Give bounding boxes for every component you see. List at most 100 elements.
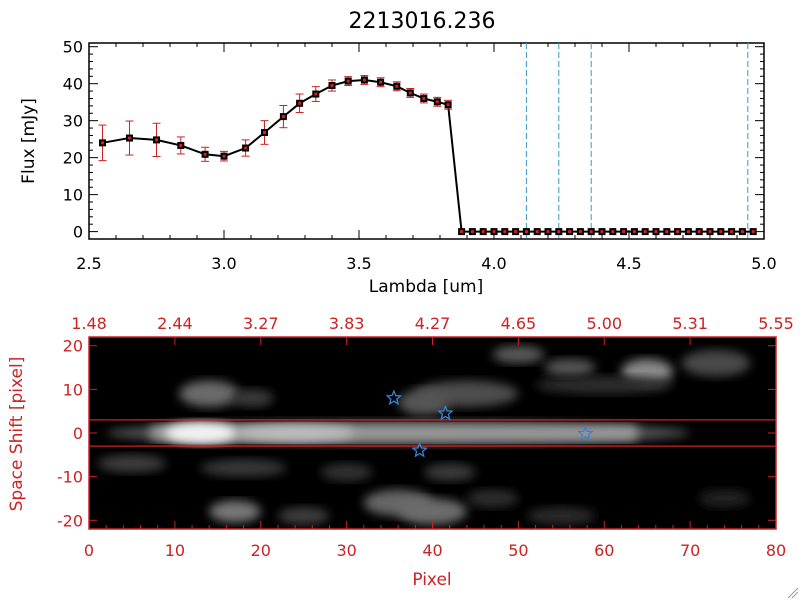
spectrum-data-point-center — [503, 230, 507, 234]
heatmap-trace-peak — [164, 422, 237, 444]
spectrum-data-point-center — [632, 230, 636, 234]
heatmap-ytick-label: -20 — [57, 511, 83, 530]
heatmap-xtick-label: 70 — [680, 541, 700, 560]
spectrum-data-point-center — [589, 230, 593, 234]
heatmap-star-marker — [437, 404, 454, 421]
spectrum-data-point-center — [128, 136, 131, 140]
heatmap-xtick-label: 40 — [422, 541, 442, 560]
spectrum-xlabel: Lambda [um] — [369, 277, 483, 297]
spectrum-data-point-center — [179, 143, 183, 147]
spectrum-data-point-center — [719, 230, 723, 234]
spectrum-data-point-center — [622, 230, 626, 234]
heatmap-hline-group — [89, 419, 776, 447]
spectrum-ytick-label: 20 — [63, 149, 83, 168]
spectrum-data-point-center — [740, 230, 744, 234]
heatmap-intensity-blob — [97, 454, 167, 473]
heatmap-ytick-label: -10 — [57, 468, 83, 487]
heatmap-xtick-label: 30 — [336, 541, 356, 560]
spectrum-data-point-center — [676, 230, 680, 234]
spectrum-data-point-center — [101, 141, 104, 145]
heatmap-intensity-group — [97, 345, 751, 525]
heatmap-top-tick-label: 3.83 — [329, 314, 365, 333]
spectrum-data-point-center — [470, 230, 474, 234]
spectrum-ylabel: Flux [mJy] — [19, 98, 39, 184]
heatmap-xtick-label: 10 — [165, 541, 185, 560]
spectrum-data-point-center — [654, 230, 658, 234]
spectrum-vline-group — [525, 43, 749, 239]
spectrum-data-point-center — [362, 78, 366, 82]
spectrum-data-point-center — [665, 230, 669, 234]
heatmap-star-marker — [411, 441, 428, 458]
heatmap-star-marker — [385, 389, 403, 406]
spectrum-xtick-label: 2.5 — [76, 254, 101, 273]
spectrum-data-point-center — [298, 101, 302, 105]
heatmap-intensity-blob — [398, 389, 450, 416]
resize-grip[interactable] — [787, 587, 799, 599]
spectrum-data-point-center — [203, 152, 207, 156]
spectrum-ytick-label: 10 — [63, 186, 83, 205]
heatmap-top-tick-label: 1.48 — [71, 314, 107, 333]
heatmap-intensity-blob — [698, 489, 751, 508]
spectrum-xtick-label: 3.0 — [211, 254, 236, 273]
spectrum-data-point-center — [546, 230, 550, 234]
spectrum-xtick-label: 4.5 — [616, 254, 641, 273]
spectrum-data-point-center — [460, 230, 464, 234]
heatmap-xlabel: Pixel — [412, 570, 451, 590]
heatmap-intensity-blob — [230, 389, 274, 407]
spectrum-data-point-center — [514, 230, 518, 234]
heatmap-ylabel: Space Shift [pixel] — [7, 357, 27, 512]
heatmap-ticks-group: 0 10 20 30 40 50 60 70 80 20 10 0 -10 -20 1.48 2.44 3.27… — [57, 314, 794, 560]
spectrum-data-point-center — [611, 230, 615, 234]
spectrum-data-point-center — [730, 230, 734, 234]
heatmap-intensity-blob — [466, 489, 519, 508]
heatmap-intensity-blob — [179, 380, 240, 407]
heatmap-intensity-blob — [492, 345, 545, 364]
spectrum-ytick-label: 0 — [73, 223, 83, 242]
spectrum-data-point-center — [330, 84, 334, 88]
heatmap-intensity-blob — [320, 463, 373, 482]
heatmap-ytick-label: 10 — [63, 380, 83, 399]
spectrum-data-point-center — [578, 230, 582, 234]
spectrum-data-group — [98, 75, 757, 236]
heatmap-intensity-blob — [526, 507, 596, 525]
spectrum-data-point-center — [535, 230, 539, 234]
heatmap-intensity-blob — [544, 358, 596, 377]
heatmap-top-tick-label: 5.31 — [672, 314, 708, 333]
heatmap-ytick-label: 0 — [73, 424, 83, 443]
spectrum-ytick-label: 50 — [63, 38, 83, 57]
spectrum-data-point-center — [481, 230, 485, 234]
heatmap-intensity-blob — [277, 507, 330, 525]
heatmap-trace-mid — [235, 425, 356, 441]
heatmap-intensity-blob — [209, 500, 261, 523]
spectrum-data-point-center — [492, 230, 496, 234]
spectrum-data-point-center — [244, 146, 248, 150]
spectrum-data-point-center — [314, 92, 318, 96]
spectrum-data-point-center — [600, 230, 604, 234]
heatmap-top-tick-label: 5.55 — [758, 314, 794, 333]
heatmap-star-group — [385, 389, 594, 458]
spectrum-data-point-center — [708, 230, 712, 234]
spectrum-data-point-center — [281, 115, 285, 119]
spectrum-data-point-center — [568, 230, 572, 234]
spectrum-data-point-center — [379, 80, 383, 84]
heatmap-ytick-label: 20 — [63, 337, 83, 356]
spectrum-ytick-label: 30 — [63, 112, 83, 131]
heatmap-xtick-label: 50 — [508, 541, 528, 560]
spectrum-data-point-center — [263, 130, 266, 134]
spectrum-plot-frame — [88, 42, 765, 240]
heatmap-star-marker — [577, 425, 594, 441]
heatmap-top-tick-label: 2.44 — [157, 314, 193, 333]
spectrum-data-point-center — [346, 79, 350, 83]
spectrum-title: 2213016.236 — [349, 9, 496, 34]
spectrum-data-point-center — [751, 230, 755, 234]
heatmap-xtick-label: 60 — [594, 541, 614, 560]
spectrum-data-point-center — [422, 96, 426, 100]
heatmap-top-tick-label: 4.65 — [501, 314, 537, 333]
spectrum-data-point-center — [435, 100, 439, 104]
heatmap-top-tick-label: 3.27 — [243, 314, 279, 333]
heatmap-top-tick-label: 4.27 — [415, 314, 451, 333]
heatmap-top-tick-label: 5.00 — [586, 314, 622, 333]
heatmap-intensity-blob — [681, 350, 751, 377]
spectrum-data-point-center — [643, 230, 647, 234]
spectrum-data-point-center — [408, 91, 412, 95]
